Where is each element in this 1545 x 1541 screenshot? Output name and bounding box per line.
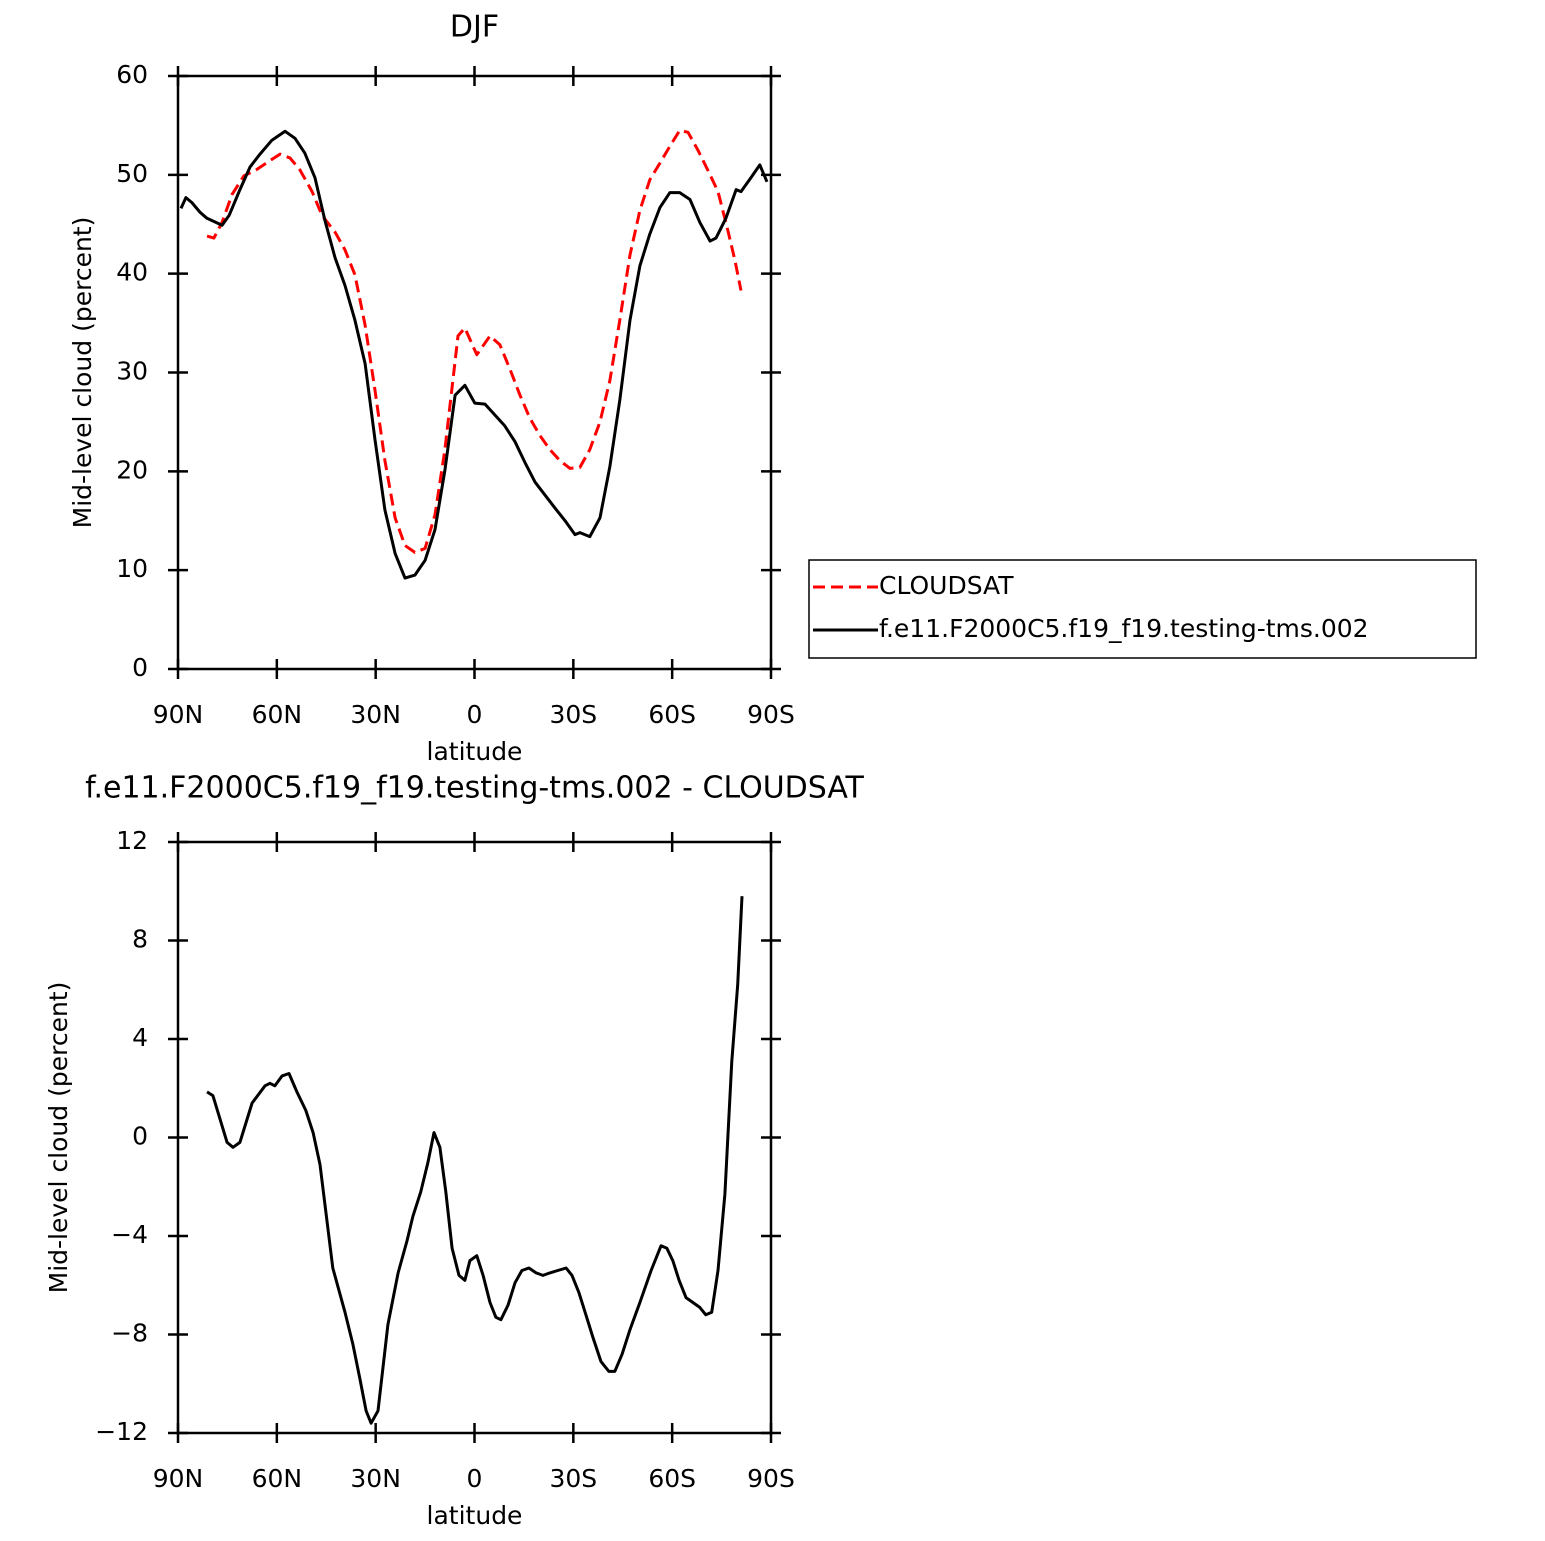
chart-title: DJF	[450, 10, 499, 45]
legend-label: f.e11.F2000C5.f19_f19.testing-tms.002	[879, 614, 1369, 643]
legend-box	[808, 559, 1477, 659]
y-tick-label: 20	[116, 455, 148, 484]
x-tick-label: 30N	[350, 1464, 401, 1493]
y-tick-label: −12	[95, 1417, 148, 1446]
x-tick-label: 0	[467, 700, 483, 729]
x-tick-label: 90N	[153, 1464, 204, 1493]
x-tick-label: 90S	[747, 1464, 795, 1493]
x-tick-label: 60N	[252, 700, 303, 729]
y-tick-label: −8	[111, 1319, 148, 1348]
x-axis-label: latitude	[427, 737, 523, 766]
y-axis-label: Mid-level cloud (percent)	[44, 982, 73, 1294]
x-axis-label: latitude	[427, 1501, 523, 1530]
y-tick-label: 12	[116, 826, 148, 855]
plot-frame	[176, 74, 773, 671]
y-tick-label: 8	[132, 925, 148, 954]
x-tick-label: 0	[467, 1464, 483, 1493]
x-tick-label: 30N	[350, 700, 401, 729]
y-tick-label: 40	[116, 258, 148, 287]
x-tick-label: 90S	[747, 700, 795, 729]
legend-label: CLOUDSAT	[879, 571, 1014, 600]
y-tick-label: 50	[116, 159, 148, 188]
x-tick-label: 30S	[549, 1464, 597, 1493]
x-tick-label: 90N	[153, 700, 204, 729]
y-tick-label: 0	[132, 653, 148, 682]
x-tick-label: 30S	[549, 700, 597, 729]
y-tick-label: 30	[116, 357, 148, 386]
y-axis-label: Mid-level cloud (percent)	[68, 217, 97, 529]
y-tick-label: 60	[116, 60, 148, 89]
x-tick-label: 60S	[648, 1464, 696, 1493]
x-tick-label: 60N	[252, 1464, 303, 1493]
y-tick-label: 0	[132, 1122, 148, 1151]
data-line	[206, 896, 744, 1425]
y-tick-label: −4	[111, 1220, 148, 1249]
plot-frame	[176, 840, 773, 1435]
chart-title: f.e11.F2000C5.f19_f19.testing-tms.002 - …	[85, 771, 864, 806]
y-tick-label: 10	[116, 554, 148, 583]
data-line	[206, 128, 743, 554]
y-tick-label: 4	[132, 1023, 148, 1052]
data-line	[179, 129, 769, 580]
x-tick-label: 60S	[648, 700, 696, 729]
